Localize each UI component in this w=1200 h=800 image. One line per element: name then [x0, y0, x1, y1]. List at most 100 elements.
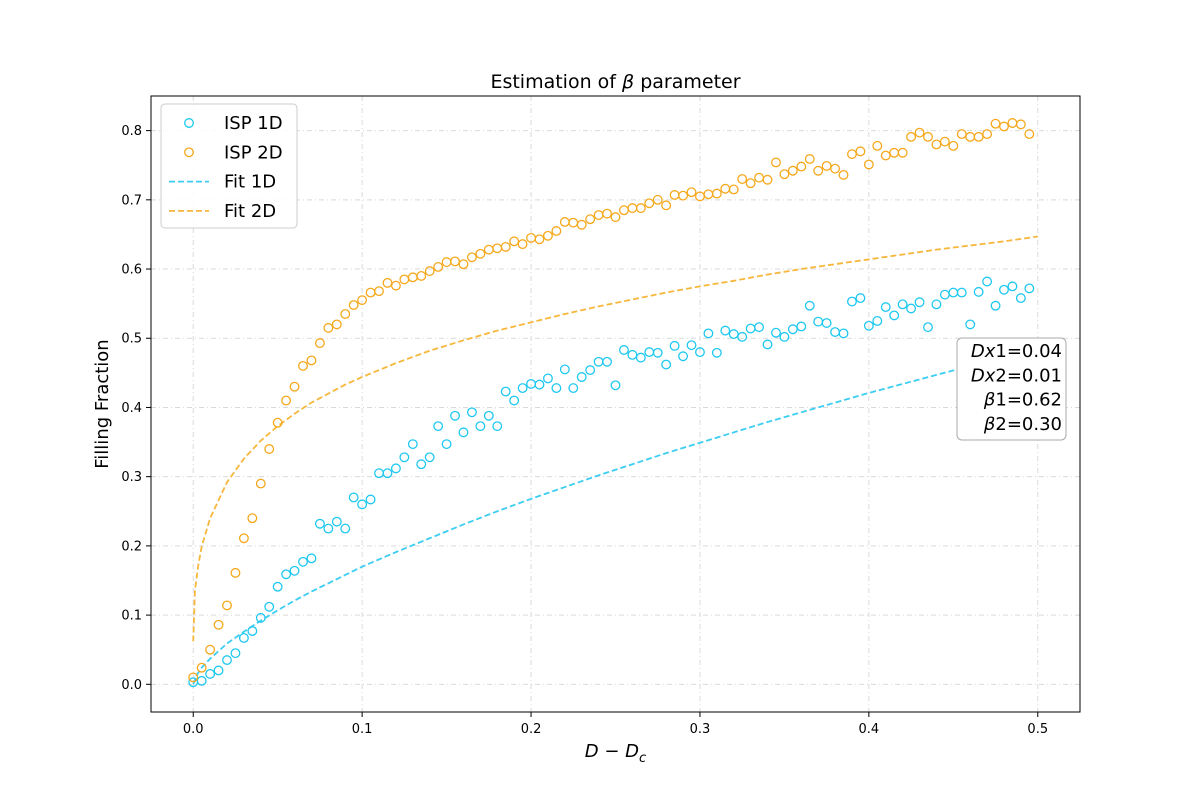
isp-2d-point	[196, 662, 207, 673]
isp-2d-point	[779, 169, 790, 180]
isp-2d-point	[1015, 119, 1026, 130]
isp-2d-point	[796, 161, 807, 172]
isp-1d-point	[205, 668, 216, 679]
isp-1d-point	[534, 379, 545, 390]
y-tick-label: 0.2	[121, 539, 142, 554]
isp-1d-point	[728, 329, 739, 340]
isp-1d-point	[1015, 293, 1026, 304]
isp-2d-point	[771, 157, 781, 168]
isp-2d-point	[855, 146, 866, 157]
legend-label-fit-1d: Fit 1D	[224, 172, 276, 193]
isp-2d-point	[821, 160, 832, 171]
isp-2d-point	[188, 672, 199, 683]
isp-2d-point	[576, 219, 587, 230]
isp-1d-point	[855, 293, 866, 304]
fit-parameter-line: Dx2=0.01	[971, 365, 1062, 386]
isp-1d-point	[559, 364, 570, 375]
isp-1d-point	[247, 626, 258, 636]
isp-2d-point	[610, 212, 621, 223]
isp-2d-point	[340, 309, 351, 319]
isp-2d-point	[314, 338, 325, 349]
isp-2d-point	[830, 163, 841, 174]
isp-1d-point	[863, 320, 874, 331]
chart-title: Estimation of β parameter	[490, 71, 740, 93]
isp-1d-point	[399, 452, 410, 463]
fit-parameter-line: β1=0.62	[983, 390, 1062, 411]
isp-1d-point	[686, 340, 697, 351]
x-tick-label: 0.2	[521, 722, 542, 737]
isp-2d-point	[863, 159, 874, 170]
isp-1d-point	[416, 459, 427, 470]
isp-1d-point	[357, 499, 368, 510]
x-tick-label: 0.0	[183, 722, 204, 737]
isp-1d-point	[390, 463, 401, 474]
isp-2d-point	[745, 178, 756, 189]
fit-parameter-line: Dx1=0.04	[971, 341, 1062, 362]
isp-2d-point	[551, 226, 562, 236]
isp-1d-point	[923, 322, 933, 333]
isp-2d-point	[458, 259, 469, 270]
isp-2d-point	[787, 165, 798, 176]
y-tick-label: 0.3	[121, 470, 142, 485]
isp-2d-point	[450, 256, 460, 267]
isp-1d-point	[483, 410, 494, 421]
isp-1d-point	[804, 300, 815, 311]
isp-2d-point	[222, 600, 232, 611]
x-tick-label: 0.4	[859, 722, 880, 737]
isp-2d-point	[990, 118, 1001, 129]
isp-2d-point	[424, 266, 435, 277]
ticks: 0.0 0.1 0.2 0.3 0.4 0.5 0.0 0.1 0.2 0.3 0.4 0.5 0.6 0…	[121, 124, 1048, 737]
isp-2d-point	[652, 194, 663, 205]
isp-1d-point	[213, 665, 224, 676]
isp-2d-point	[813, 165, 824, 176]
isp-1d-point	[340, 523, 351, 534]
isp-1d-point	[222, 655, 232, 666]
legend-label-isp-2d: ISP 2D	[224, 142, 283, 163]
isp-1d-point	[695, 347, 705, 358]
isp-1d-point	[652, 347, 663, 358]
y-tick-label: 0.0	[121, 678, 142, 693]
isp-2d-point	[804, 154, 815, 164]
isp-2d-point	[475, 248, 486, 259]
x-axis-label: D − Dc	[585, 741, 646, 766]
isp-1d-point	[973, 286, 984, 297]
isp-1d-point	[635, 352, 646, 363]
isp-2d-point	[931, 139, 942, 150]
isp-2d-point	[711, 188, 722, 199]
isp-2d-point	[661, 200, 672, 211]
isp-1d-point	[433, 421, 444, 432]
isp-1d-point	[838, 328, 849, 339]
x-tick-label: 0.5	[1027, 722, 1048, 737]
isp-1d-point	[762, 339, 773, 350]
isp-1d-point	[678, 351, 689, 362]
fit-parameters-box: Dx1=0.04 Dx2=0.01 β1=0.62 β2=0.30	[956, 337, 1067, 441]
isp-2d-point	[737, 174, 748, 185]
isp-1d-point	[331, 516, 342, 527]
isp-1d-point	[500, 386, 511, 397]
isp-2d-point	[686, 187, 697, 198]
isp-2d-point	[1024, 129, 1035, 140]
isp-2d-point	[298, 360, 308, 371]
isp-2d-point	[382, 277, 393, 288]
isp-1d-point	[314, 518, 325, 529]
x-tick-label: 0.1	[352, 722, 373, 737]
fit-2d-line	[192, 235, 1038, 642]
isp-2d-point	[390, 280, 401, 291]
isp-1d-point	[982, 276, 993, 287]
isp-1d-point	[889, 310, 900, 321]
isp-2d-point	[374, 286, 384, 297]
isp-2d-point	[644, 198, 655, 209]
data-points	[188, 118, 1035, 688]
isp-1d-point	[711, 347, 722, 358]
isp-1d-point	[466, 407, 477, 418]
isp-2d-point	[255, 478, 266, 489]
isp-1d-point	[585, 365, 596, 376]
isp-2d-point	[872, 140, 883, 151]
isp-1d-point	[956, 287, 967, 298]
isp-1d-point	[796, 321, 807, 332]
legend-label-fit-2d: Fit 2D	[224, 201, 276, 222]
isp-2d-point	[348, 300, 359, 310]
isp-1d-point	[847, 296, 857, 307]
isp-2d-point	[906, 131, 917, 142]
